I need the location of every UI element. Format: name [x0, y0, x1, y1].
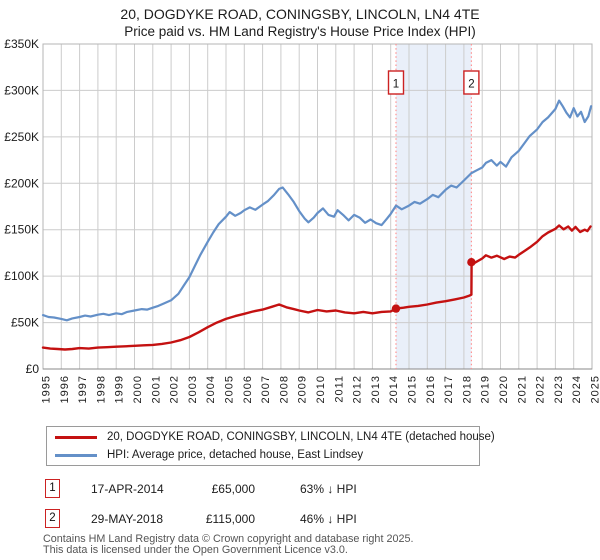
y-axis-tick-label: £250K: [4, 130, 39, 144]
sale-1-date: 17-APR-2014: [91, 482, 164, 496]
sale-flag-2: [463, 70, 480, 95]
x-axis-tick-label: 2023: [553, 375, 565, 403]
x-axis-tick-label: 2008: [278, 375, 290, 403]
x-axis-tick-label: 2009: [297, 375, 309, 403]
sale-1-price: £65,000: [211, 482, 255, 496]
legend-item-price-paid: 20, DOGDYKE ROAD, CONINGSBY, LINCOLN, LN…: [47, 428, 495, 446]
x-axis-tick-label: 1998: [95, 375, 107, 403]
x-axis-tick-label: 2011: [333, 375, 345, 403]
sale-1-number-badge: 1: [45, 479, 60, 498]
sale-2-price: £115,000: [205, 512, 255, 526]
sale-annotation-1: 1 17-APR-2014 £65,000 63% ↓ HPI: [0, 479, 600, 499]
y-axis-tick-label: £50K: [11, 316, 39, 330]
sale-2-date: 29-MAY-2018: [91, 512, 164, 526]
x-axis-tick-label: 2006: [242, 375, 254, 403]
y-axis-tick-label: £300K: [4, 83, 39, 97]
x-axis-tick-label: 2024: [571, 375, 583, 403]
y-axis-tick-label: £350K: [4, 37, 39, 51]
x-axis-tick-label: 2019: [480, 375, 492, 403]
x-axis-tick-label: 2004: [205, 375, 217, 403]
sale-point-1: [391, 304, 401, 313]
x-axis-tick-label: 2021: [516, 375, 528, 403]
sale-flag-label-1: 1: [393, 79, 399, 91]
x-axis-tick-label: 2003: [187, 375, 199, 403]
x-axis-tick-label: 2002: [169, 375, 181, 403]
sale-annotation-2: 2 29-MAY-2018 £115,000 46% ↓ HPI: [0, 509, 600, 529]
legend-item-hpi: HPI: Average price, detached house, East…: [47, 446, 479, 464]
sale-flag-label-2: 2: [468, 79, 474, 91]
legend-box: 20, DOGDYKE ROAD, CONINGSBY, LINCOLN, LN…: [46, 426, 495, 466]
page-subtitle: Price paid vs. HM Land Registry's House …: [124, 24, 476, 39]
sale-flag-1: [387, 70, 405, 95]
price-paid-line: [41, 224, 592, 351]
price-line-swatch: [55, 435, 97, 439]
x-axis-tick-label: 2000: [132, 375, 144, 403]
x-axis-tick-label: 2018: [461, 375, 473, 403]
x-axis-tick-label: 1999: [114, 375, 126, 403]
x-axis-tick-label: 2015: [407, 375, 419, 403]
y-axis-tick-label: £200K: [4, 176, 39, 190]
hpi-line-swatch: [55, 453, 97, 457]
y-axis-tick-label: £0: [26, 362, 40, 376]
x-axis-tick-label: 1997: [77, 375, 89, 403]
x-axis-tick-label: 2017: [443, 375, 455, 403]
legend-label-price-paid: 20, DOGDYKE ROAD, CONINGSBY, LINCOLN, LN…: [107, 431, 495, 443]
license-footer: Contains HM Land Registry data © Crown c…: [43, 534, 583, 555]
sale-point-2: [467, 258, 476, 267]
price-chart-plot: £0 £50K £100K £150K £200K £250K £300K £350K 1995…: [4, 37, 600, 403]
footer-line-2: This data is licensed under the Open Gov…: [43, 543, 348, 556]
sale-2-number-badge: 2: [45, 509, 60, 528]
legend-label-hpi: HPI: Average price, detached house, East…: [107, 449, 364, 461]
x-axis-tick-label: 2016: [425, 375, 437, 403]
x-axis-tick-label: 2001: [150, 375, 162, 403]
x-axis-tick-label: 2025: [590, 375, 600, 403]
sale-1-vs-hpi: 63% ↓ HPI: [300, 482, 357, 496]
page-title: 20, DOGDYKE ROAD, CONINGSBY, LINCOLN, LN…: [120, 6, 480, 22]
x-axis-tick-label: 2005: [224, 375, 236, 403]
sale-2-vs-hpi: 46% ↓ HPI: [300, 512, 357, 526]
x-axis-tick-label: 2007: [260, 375, 272, 403]
x-axis-tick-label: 2020: [498, 375, 510, 403]
x-axis-tick-label: 2014: [388, 375, 400, 403]
x-axis-tick-label: 2013: [370, 375, 382, 403]
hpi-line: [41, 99, 593, 322]
x-axis-tick-label: 1996: [59, 375, 71, 403]
x-axis-tick-label: 2012: [352, 375, 364, 403]
x-axis-tick-label: 1995: [41, 375, 53, 403]
x-axis-tick-label: 2010: [315, 375, 327, 403]
x-axis-tick-label: 2022: [535, 375, 547, 403]
footer-line-1: Contains HM Land Registry data © Crown c…: [43, 533, 414, 545]
y-axis-tick-label: £150K: [4, 223, 39, 237]
y-axis-tick-label: £100K: [4, 269, 39, 283]
